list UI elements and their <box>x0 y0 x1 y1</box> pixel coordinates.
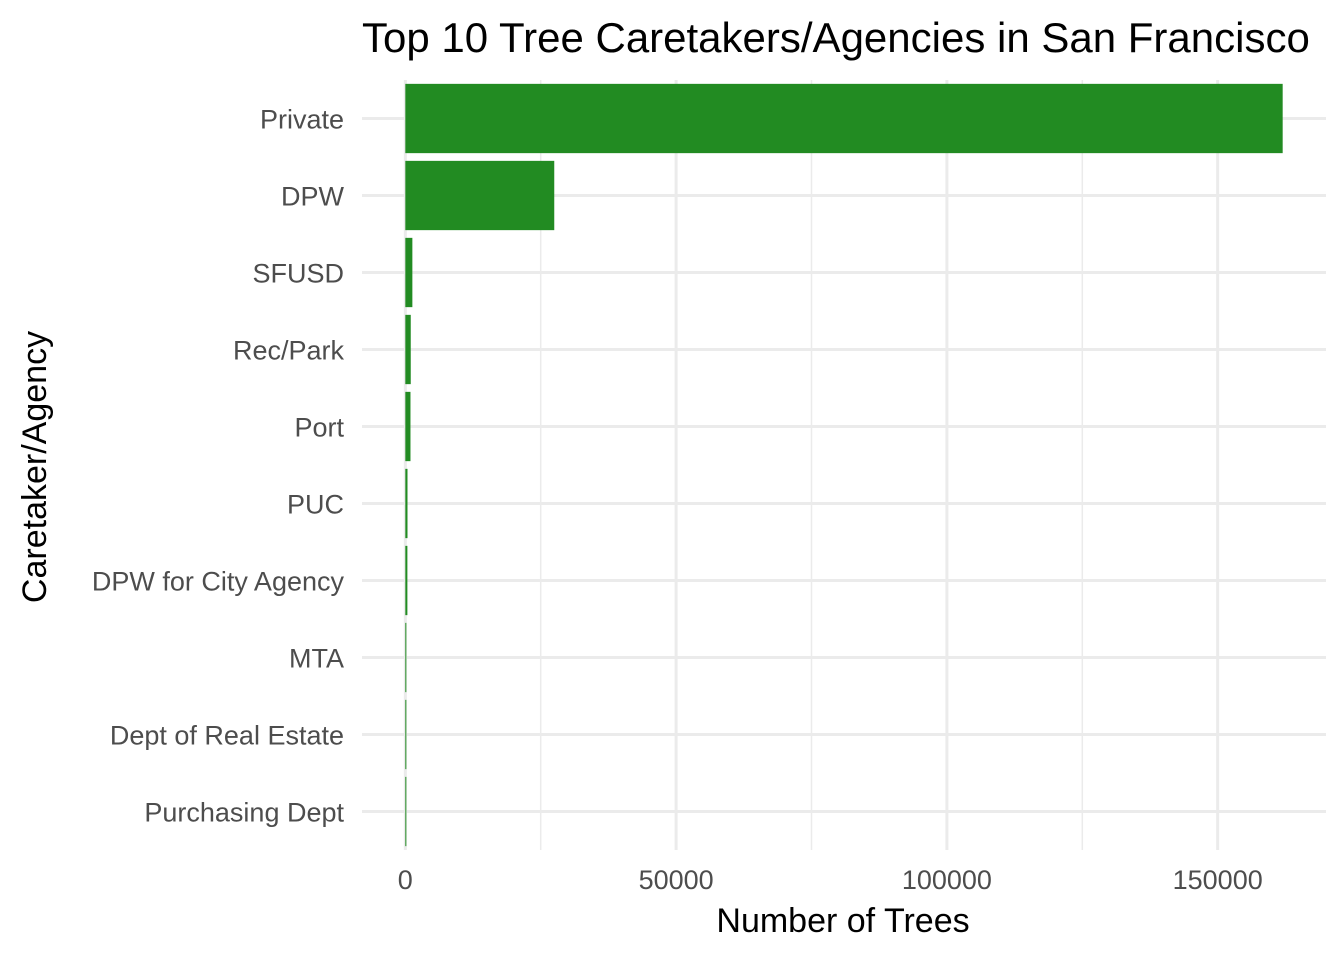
y-tick-label: Rec/Park <box>233 336 345 366</box>
x-tick-label: 100000 <box>902 865 992 895</box>
x-tick-label: 0 <box>398 865 413 895</box>
x-tick-label: 150000 <box>1173 865 1263 895</box>
x-tick-label: 50000 <box>639 865 714 895</box>
y-tick-label: DPW for City Agency <box>92 567 345 597</box>
bar <box>405 314 411 385</box>
x-axis-title: Number of Trees <box>716 902 969 940</box>
y-axis-title: Caretaker/Agency <box>16 331 54 603</box>
y-tick-label: MTA <box>289 644 344 674</box>
y-tick-label: DPW <box>281 182 345 212</box>
bar <box>405 776 407 847</box>
bar <box>405 83 1283 154</box>
bar <box>405 391 411 462</box>
y-tick-label: PUC <box>287 490 344 520</box>
y-tick-label: Dept of Real Estate <box>110 721 344 751</box>
y-tick-label: Private <box>260 105 344 135</box>
bar <box>405 622 407 693</box>
y-tick-label: Port <box>294 413 344 443</box>
grid <box>362 80 1326 850</box>
y-tick-label: SFUSD <box>252 259 344 289</box>
bar <box>405 699 407 770</box>
bars <box>405 83 1283 847</box>
y-tick-label: Purchasing Dept <box>144 798 344 828</box>
bar <box>405 545 408 616</box>
bar <box>405 160 555 231</box>
x-tick-labels: 0 50000 100000 150000 <box>398 865 1263 895</box>
chart-title: Top 10 Tree Caretakers/Agencies in San F… <box>362 14 1310 61</box>
bar <box>405 237 413 308</box>
bar <box>405 468 408 539</box>
y-tick-labels: Private DPW SFUSD Rec/Park Port PUC DPW for Ci… <box>92 105 345 828</box>
